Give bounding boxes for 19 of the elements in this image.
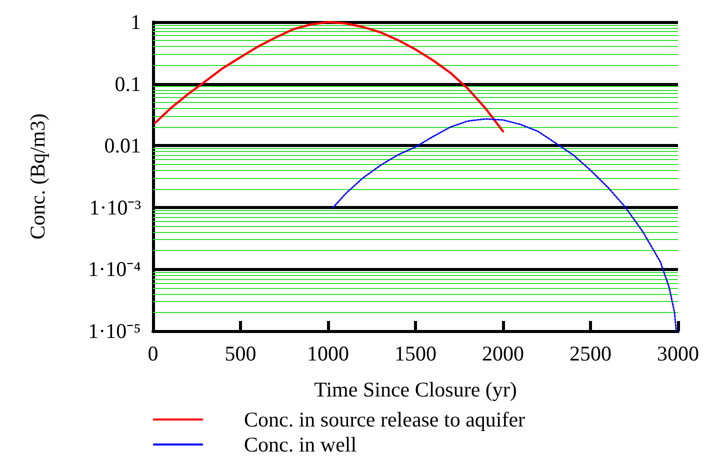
x-tick-label: 0 <box>148 342 158 366</box>
x-axis-title: Time Since Closure (yr) <box>314 378 517 402</box>
legend-label: Conc. in well <box>244 432 357 456</box>
y-tick-label: 1·10⁻⁴ <box>88 257 141 282</box>
x-tick-label: 3000 <box>657 342 699 366</box>
y-tick-label: 1·10⁻³ <box>89 195 141 220</box>
line-series <box>154 20 504 132</box>
y-tick-label: 1·10⁻⁵ <box>88 319 141 343</box>
y-axis-title: Conc. (Bq/m3) <box>26 114 50 240</box>
x-tick-label: 2000 <box>482 342 524 366</box>
x-tick-label: 2500 <box>570 342 612 366</box>
y-tick-label: 0.1 <box>114 72 141 96</box>
line-series <box>332 118 677 332</box>
x-tick-label: 500 <box>224 342 256 366</box>
x-tick-label: 1000 <box>307 342 349 366</box>
y-tick-label: 0.01 <box>104 134 141 158</box>
legend-label: Conc. in source release to aquifer <box>244 408 526 432</box>
x-tick-label: 1500 <box>394 342 436 366</box>
y-tick-label: 1 <box>130 10 141 34</box>
